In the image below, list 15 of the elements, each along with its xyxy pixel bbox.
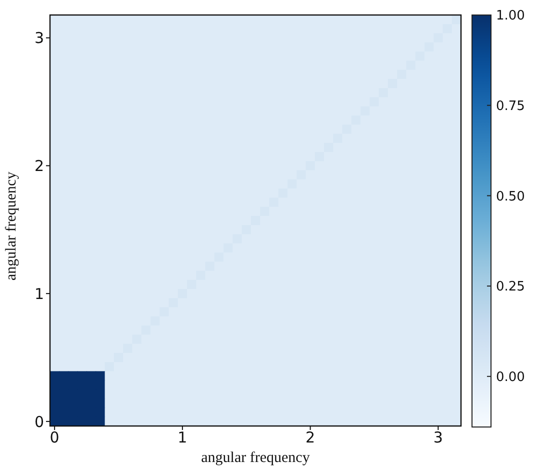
- color-bar-label: 0.25: [496, 280, 525, 295]
- y-axis-title: angular frequency: [3, 171, 20, 280]
- color-bar-label: 0.00: [496, 370, 525, 385]
- color-bar-label: 0.50: [496, 189, 525, 204]
- x-tick-label: 2: [306, 428, 316, 447]
- y-tick-label: 2: [34, 157, 44, 176]
- x-tick-label: 3: [433, 428, 443, 447]
- color-bar-label: 1.00: [496, 8, 525, 24]
- y-tick-label: 0: [34, 412, 44, 431]
- y-tick-label: 1: [34, 284, 44, 303]
- x-tick-label: 1: [178, 428, 188, 447]
- y-tick-label: 3: [34, 29, 44, 48]
- x-tick-label: 0: [50, 428, 60, 447]
- color-bar-label: 0.75: [496, 98, 525, 114]
- x-axis-title: angular frequency: [201, 450, 310, 466]
